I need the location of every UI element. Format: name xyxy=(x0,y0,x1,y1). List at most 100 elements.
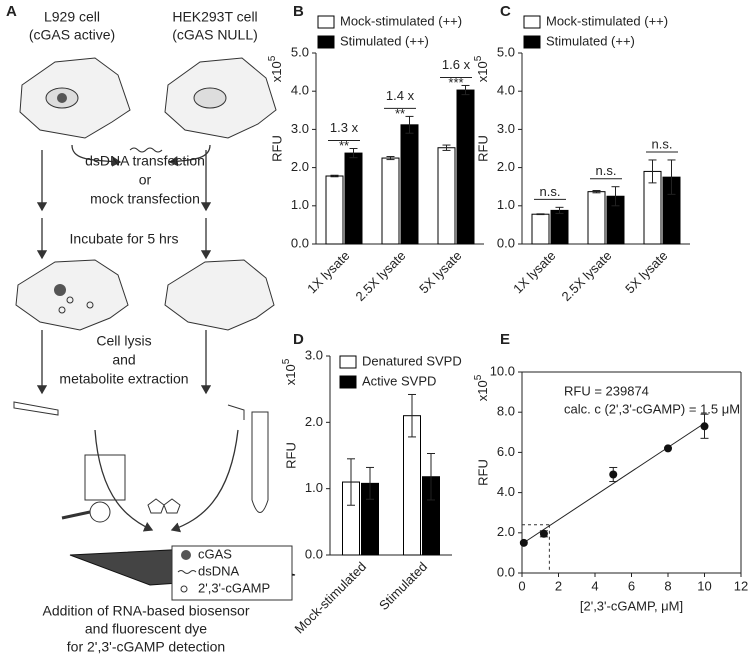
biosensor-icon xyxy=(84,454,126,501)
unit-label: x105 xyxy=(473,55,491,82)
y-tick-label: 2.0 xyxy=(291,159,309,174)
y-axis-label: RFU xyxy=(283,442,298,469)
x-tick-label: Mock-stimulated xyxy=(292,559,370,637)
significance: ** xyxy=(339,138,349,153)
legend-swatch xyxy=(339,355,357,369)
x-tick-label: 8 xyxy=(664,578,671,593)
arrow xyxy=(170,429,239,533)
legend-swatch xyxy=(523,35,541,49)
panel-letter: D xyxy=(293,331,304,348)
fit-line xyxy=(521,422,705,545)
x-tick-label: 4 xyxy=(591,578,598,593)
arrow xyxy=(94,429,154,532)
arrow xyxy=(168,144,211,167)
x-tick-label: 12 xyxy=(734,578,748,593)
legend-label: dsDNA xyxy=(198,563,240,578)
legend-label: Mock-stimulated (++) xyxy=(340,13,462,28)
x-tick-label: 2.5X lysate xyxy=(352,248,408,304)
step-label: and xyxy=(112,352,135,368)
y-axis-label: RFU xyxy=(475,459,490,486)
unit-exponent: 5 xyxy=(473,374,484,380)
y-tick-label: 8.0 xyxy=(497,404,515,419)
y-tick-label: 3.0 xyxy=(497,121,515,136)
bar xyxy=(344,152,363,245)
unit-exponent: 5 xyxy=(473,55,484,61)
y-tick-label: 3.0 xyxy=(305,347,323,362)
y-tick-label: 6.0 xyxy=(497,444,515,459)
cgas-icon xyxy=(54,284,66,296)
panel-letter: B xyxy=(293,3,304,20)
pipette-icon xyxy=(227,404,245,420)
legend-swatch xyxy=(523,15,541,29)
y-axis-label: RFU xyxy=(475,135,490,162)
unit-base: x10 xyxy=(475,61,490,82)
nucleus xyxy=(193,87,227,109)
caption: Addition of RNA-based biosensor xyxy=(42,603,249,619)
legend-swatch xyxy=(317,35,335,49)
y-tick-label: 0.0 xyxy=(497,235,515,250)
legend-box xyxy=(171,545,293,601)
x-axis-label: [2',3'-cGAMP, μM] xyxy=(580,598,683,613)
y-tick-label: 4.0 xyxy=(291,83,309,98)
legend-label: Active SVPD xyxy=(362,373,436,388)
legend-icon xyxy=(180,585,188,593)
dye-icon xyxy=(147,498,181,514)
fold-change: 1.6 x xyxy=(442,57,471,72)
annotation: calc. c (2',3'-cGAMP) = 1.5 μM xyxy=(564,401,740,416)
cgamp-icon xyxy=(86,301,94,309)
legend-label: Stimulated (++) xyxy=(546,33,635,48)
point xyxy=(664,444,672,453)
x-tick-label: 10 xyxy=(697,578,711,593)
cell-label: (cGAS NULL) xyxy=(172,27,258,43)
unit-base: x10 xyxy=(475,380,490,401)
bar xyxy=(381,157,400,245)
unit-base: x10 xyxy=(269,61,284,82)
legend-label: cGAS xyxy=(198,546,232,561)
significance: n.s. xyxy=(540,184,561,199)
y-tick-label: 10.0 xyxy=(490,363,515,378)
y-tick-label: 2.0 xyxy=(497,524,515,539)
fold-change: 1.4 x xyxy=(386,88,415,103)
significance: ** xyxy=(395,106,405,121)
significance: n.s. xyxy=(652,136,673,151)
x-tick-label: 6 xyxy=(628,578,635,593)
legend-label: Denatured SVPD xyxy=(362,353,462,368)
y-tick-label: 1.0 xyxy=(497,197,515,212)
y-tick-label: 2.0 xyxy=(497,159,515,174)
point xyxy=(609,470,618,479)
legend-label: Stimulated (++) xyxy=(340,33,429,48)
y-tick-label: 2.0 xyxy=(305,414,323,429)
legend-label: 2',3'-cGAMP xyxy=(198,580,270,595)
step-label: Cell lysis xyxy=(96,333,151,349)
y-tick-label: 5.0 xyxy=(291,44,309,59)
y-tick-label: 0.0 xyxy=(497,564,515,579)
step-label: dsDNA transfection xyxy=(85,153,205,169)
x-tick-label: 5X lysate xyxy=(416,248,464,296)
x-tick-label: 5X lysate xyxy=(622,248,670,296)
significance: *** xyxy=(448,75,463,90)
dsdna-icon xyxy=(129,147,163,153)
cell xyxy=(15,259,129,331)
bar xyxy=(456,89,475,245)
point xyxy=(539,529,548,538)
step-label: mock transfection xyxy=(90,191,200,207)
x-tick-label: Stimulated xyxy=(376,559,430,613)
point xyxy=(700,422,709,431)
panel-letter: A xyxy=(6,3,17,20)
cell xyxy=(164,259,275,331)
tube-icon xyxy=(13,401,59,416)
bar xyxy=(325,175,344,245)
y-tick-label: 5.0 xyxy=(497,44,515,59)
bar xyxy=(550,209,569,245)
step-label: Incubate for 5 hrs xyxy=(70,231,179,247)
x-tick-label: 1X lysate xyxy=(304,248,352,296)
y-tick-label: 0.0 xyxy=(305,546,323,561)
panel-a: A L929 cell (cGAS active) HEK293T cell (… xyxy=(6,3,296,655)
y-tick-label: 4.0 xyxy=(497,83,515,98)
arrow xyxy=(71,144,122,167)
bar xyxy=(587,191,606,245)
bar xyxy=(400,124,419,245)
panel-letter: C xyxy=(500,3,511,20)
x-tick-label: 2.5X lysate xyxy=(558,248,614,304)
tube-icon xyxy=(251,411,269,513)
